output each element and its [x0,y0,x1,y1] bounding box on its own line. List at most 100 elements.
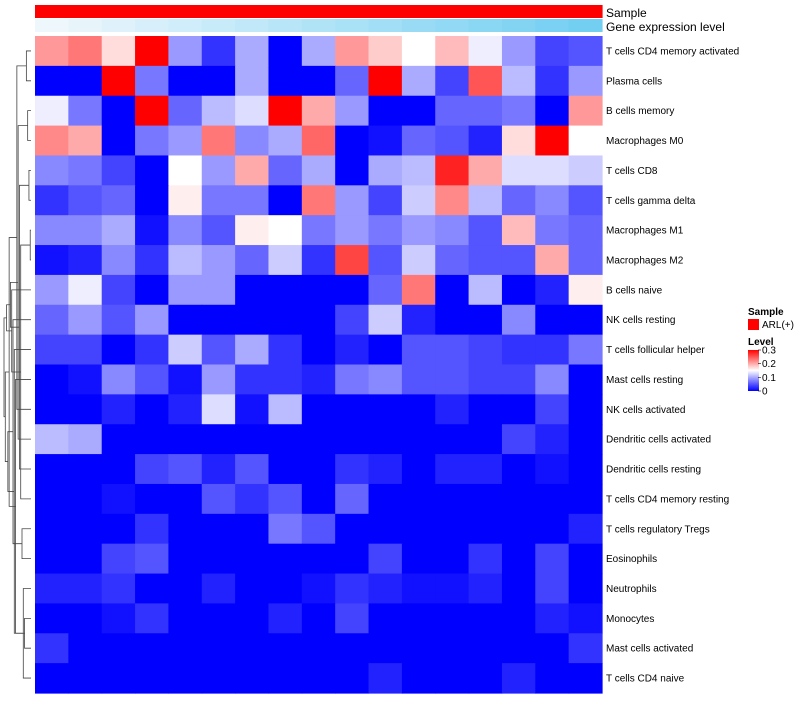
heatmap-cell [368,334,403,366]
heatmap-cell [201,36,236,67]
dendrogram-branch [25,50,31,82]
heatmap-cell [301,364,336,395]
heatmap-cell [335,513,370,545]
heatmap-cell [135,633,170,664]
legend-sample-title: Sample [748,307,784,318]
heatmap-cell [101,245,136,276]
heatmap-cell [501,65,536,97]
heatmap-cell [135,95,170,127]
legend-level-colorbar [748,350,759,391]
gene-expression-track-cell [368,19,403,32]
heatmap-cell [468,125,503,157]
heatmap-cell [535,633,570,664]
heatmap-cell [201,304,236,336]
heatmap-cell [401,603,436,634]
heatmap-cell [468,334,503,366]
legend-tick-label: 0.1 [762,373,776,384]
heatmap-cell [68,394,103,425]
heatmap-cell [68,304,103,336]
heatmap-cell [301,274,336,306]
heatmap-cell [135,454,170,485]
heatmap-cell [135,155,170,186]
row-label: Macrophages M2 [606,255,684,266]
heatmap-cell [68,364,103,395]
heatmap-cell [168,454,203,485]
dendrogram-branch [28,169,31,201]
row-label: T cells gamma delta [606,196,696,207]
heatmap-cell [101,633,136,664]
heatmap-cell [35,394,69,425]
heatmap-cell [368,245,403,276]
sample-track-cell [368,5,403,18]
legend-tick-label: 0 [762,387,768,398]
heatmap-cell [568,394,603,425]
heatmap-cell [68,334,103,366]
row-label: Neutrophils [606,584,657,595]
heatmap-cell [168,663,203,694]
heatmap-cell [335,663,370,694]
heatmap-cell [568,95,603,127]
heatmap-cell [201,215,236,246]
heatmap-cell [401,483,436,515]
heatmap-cell [335,334,370,366]
heatmap-cell [268,543,303,575]
heatmap-cell [468,663,503,694]
heatmap-cell [535,483,570,515]
heatmap-cell [301,65,336,97]
heatmap-cell [201,155,236,186]
heatmap-cell [368,274,403,306]
heatmap-cell [268,454,303,485]
heatmap-cell [568,603,603,634]
heatmap-cell [268,125,303,157]
heatmap-cell [335,185,370,216]
dendrogram-branch [3,317,7,418]
heatmap-cell [168,394,203,425]
heatmap-cell [235,573,270,605]
heatmap-cell [401,633,436,664]
gene-expression-track-cell [101,19,136,32]
heatmap-cell [101,573,136,605]
heatmap-cell [568,633,603,664]
heatmap-cell [335,155,370,186]
heatmap-cell [101,543,136,575]
heatmap-cell [568,274,603,306]
dendrogram-branch [29,229,31,261]
heatmap-cell [201,454,236,485]
heatmap-cell [401,36,436,67]
heatmap-cell [168,65,203,97]
heatmap-cell [335,125,370,157]
heatmap-cell [168,155,203,186]
heatmap-cell [68,95,103,127]
heatmap-cell [301,424,336,455]
heatmap-cell [435,663,470,694]
sample-track-cell [201,5,236,18]
heatmap-cell [68,454,103,485]
heatmap-cell [235,274,270,306]
heatmap-cell [135,125,170,157]
gene-expression-track-cell [435,19,470,32]
sample-track-cell [335,5,370,18]
heatmap-cell [35,364,69,395]
heatmap-cell [301,304,336,336]
heatmap-cell [201,245,236,276]
heatmap-cell [235,454,270,485]
heatmap-cell [135,334,170,366]
heatmap-cell [135,364,170,395]
heatmap-cell [301,125,336,157]
heatmap-cell [535,513,570,545]
heatmap-cell [68,245,103,276]
heatmap-cell [301,633,336,664]
heatmap-cell [168,633,203,664]
heatmap-cell [35,36,69,67]
heatmap-cell [335,424,370,455]
heatmap-cell [235,155,270,186]
heatmap-cell [235,304,270,336]
heatmap-cell [68,36,103,67]
heatmap-cell [135,543,170,575]
heatmap-cell [135,215,170,246]
sample-track-cell [435,5,470,18]
heatmap-cell [468,543,503,575]
heatmap-cell [201,364,236,395]
legend-tick-label: 0.2 [762,359,776,370]
heatmap-cell [135,603,170,634]
